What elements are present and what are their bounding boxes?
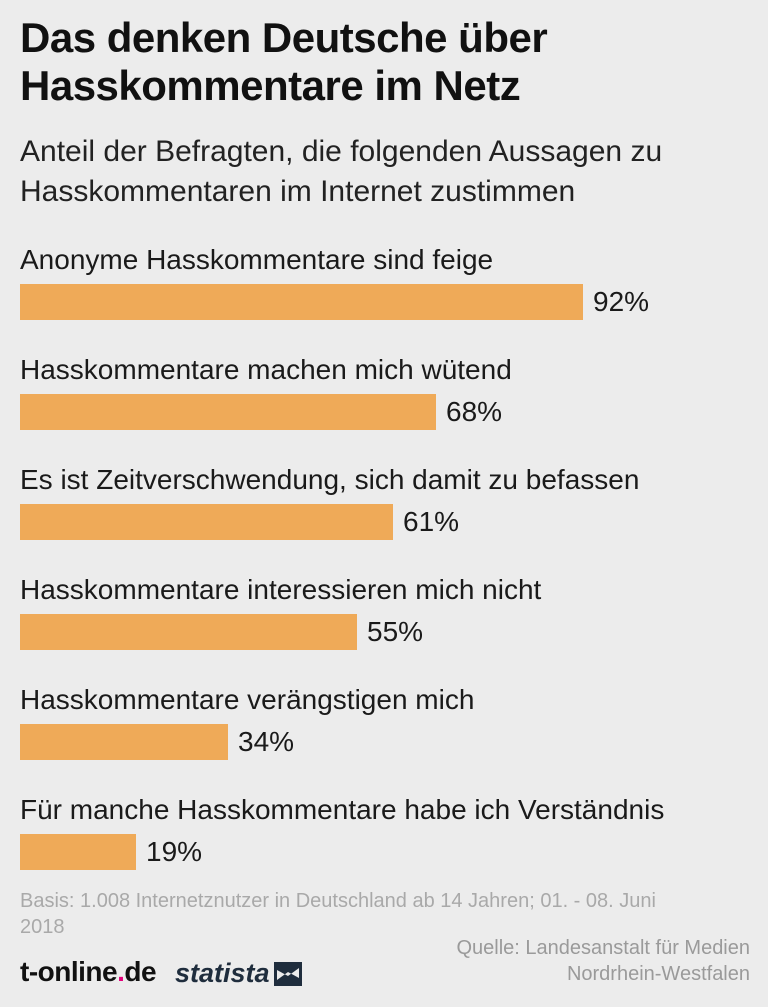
bar: [20, 614, 357, 650]
bar-value-label: 19%: [146, 836, 203, 867]
bar-category-label: Hasskommentare machen mich wütend: [20, 354, 512, 385]
bar: [20, 284, 583, 320]
bar-category-label: Es ist Zeitverschwendung, sich damit zu …: [20, 464, 640, 495]
t-online-logo-dot: .: [117, 956, 125, 987]
chart-title: Das denken Deutsche über Hasskommentare …: [20, 14, 548, 109]
bar-category-label: Für manche Hasskommentare habe ich Verst…: [20, 794, 665, 825]
bar-category-label: Hasskommentare interessieren mich nicht: [20, 574, 542, 605]
bar: [20, 504, 393, 540]
chart-subtitle: Anteil der Befragten, die folgenden Auss…: [20, 135, 663, 208]
bar-row: Es ist Zeitverschwendung, sich damit zu …: [20, 458, 760, 568]
bar-value-label: 68%: [446, 396, 503, 427]
bar-value-label: 55%: [367, 616, 424, 647]
t-online-logo: t-online.de: [20, 956, 157, 988]
t-online-logo-tld: de: [124, 956, 157, 987]
source-note: Quelle: Landesanstalt für Medien Nordrhe…: [456, 937, 750, 985]
statista-logo: statista: [175, 958, 302, 989]
bar-row: Hasskommentare interessieren mich nicht 5…: [20, 568, 760, 678]
bar: [20, 834, 136, 870]
bar-row: Für manche Hasskommentare habe ich Verst…: [20, 788, 760, 898]
bar-row: Hasskommentare machen mich wütend 68%: [20, 348, 760, 458]
bar-value-label: 34%: [238, 726, 295, 757]
bar-row: Anonyme Hasskommentare sind feige 92%: [20, 238, 760, 348]
bar: [20, 724, 228, 760]
t-online-logo-main: t-online: [20, 956, 118, 987]
bar-chart: Anonyme Hasskommentare sind feige 92% Hass…: [0, 238, 768, 878]
bar-category-label: Hasskommentare verängstigen mich: [20, 684, 475, 715]
bar-row: Hasskommentare verängstigen mich 34%: [20, 678, 760, 788]
statista-mark-icon: [273, 961, 302, 986]
basis-note: Basis: 1.008 Internetznutzer in Deutschl…: [20, 890, 656, 938]
bar-category-label: Anonyme Hasskommentare sind feige: [20, 244, 494, 275]
bar-value-label: 92%: [593, 286, 650, 317]
bar: [20, 394, 436, 430]
bar-value-label: 61%: [403, 506, 460, 537]
statista-logo-text: statista: [175, 958, 270, 988]
